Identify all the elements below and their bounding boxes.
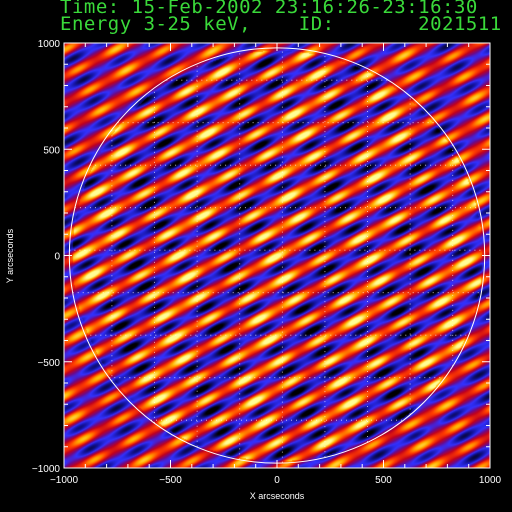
y-axis-title: Y arcseconds — [5, 228, 15, 283]
plot-area — [63, 42, 491, 469]
y-tick-label: 500 — [43, 145, 60, 156]
x-axis: −1000 −500 0 500 1000 — [50, 43, 502, 486]
x-tick-label: 0 — [274, 475, 280, 486]
heatmap-image — [64, 43, 490, 468]
x-tick-label: 500 — [375, 475, 392, 486]
x-axis-title: X arcseconds — [250, 491, 305, 501]
x-tick-label: −500 — [159, 475, 182, 486]
y-axis: −1000 −500 0 500 1000 — [32, 39, 490, 475]
x-tick-label: −1000 — [50, 475, 79, 486]
y-tick-label: −1000 — [32, 464, 61, 475]
time-range-title: Time: 15-Feb-2002 23:16:26-23:16:30 — [60, 0, 478, 18]
x-tick-label: 1000 — [479, 475, 502, 486]
energy-id-title: Energy 3-25 keV, ID: 2021511 — [60, 13, 502, 35]
y-tick-label: 1000 — [38, 39, 61, 50]
y-tick-label: 0 — [54, 252, 60, 263]
y-tick-label: −500 — [37, 358, 60, 369]
heliographic-grid — [69, 48, 485, 463]
